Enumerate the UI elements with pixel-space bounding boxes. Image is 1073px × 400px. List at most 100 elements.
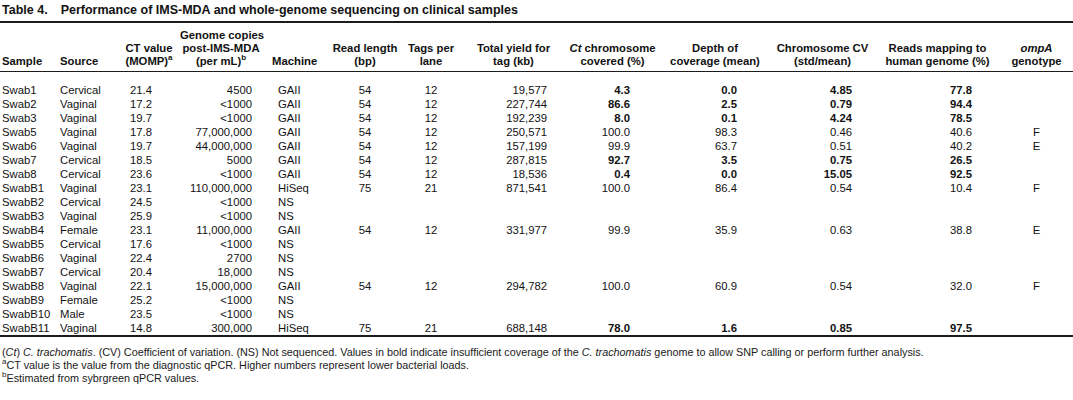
col-header-chromosome-cv: Chromosome CV (std/mean)	[770, 23, 875, 72]
cell-source: Vaginal	[60, 97, 118, 111]
cell-read-length	[330, 293, 400, 307]
cell-tags-per-lane: 12	[400, 279, 462, 293]
cell-source: Vaginal	[60, 111, 118, 125]
cell-cv	[770, 237, 875, 251]
table-row: SwabB1Vaginal23.1110,000,000HiSeq7521871…	[0, 181, 1073, 195]
cell-genome-copies: 77,000,000	[180, 125, 262, 139]
cell-total-yield	[462, 195, 565, 209]
cell-machine: NS	[262, 293, 330, 307]
cell-sample: Swab6	[0, 139, 60, 153]
table-row: Swab6Vaginal19.744,000,000GAII5412157,19…	[0, 139, 1073, 153]
cell-total-yield: 157,199	[462, 139, 565, 153]
cell-tags-per-lane: 12	[400, 72, 462, 98]
header-row: Sample Source CT value (MOMP)a Genome co…	[0, 23, 1073, 72]
cell-genotype	[1000, 72, 1073, 98]
table-title-text: Performance of IMS-MDA and whole-genome …	[61, 3, 518, 17]
footnote-abbreviations: (Ct) C. trachomatis. (CV) Coefficient of…	[2, 346, 1073, 359]
cell-sample: SwabB5	[0, 237, 60, 251]
cell-genome-copies: <1000	[180, 167, 262, 181]
col-header-tags-per-lane: Tags per lane	[400, 23, 462, 72]
cell-tags-per-lane: 12	[400, 125, 462, 139]
cell-genotype: F	[1000, 181, 1073, 195]
cell-total-yield: 331,977	[462, 223, 565, 237]
cell-human-pct	[875, 307, 1000, 321]
col-header-ompa-genotype: ompA genotype	[1000, 23, 1073, 72]
cell-total-yield: 227,744	[462, 97, 565, 111]
cell-human-pct: 10.4	[875, 181, 1000, 195]
cell-depth: 0.0	[660, 72, 770, 98]
cell-cv: 0.63	[770, 223, 875, 237]
cell-sample: SwabB8	[0, 279, 60, 293]
cell-ct-value: 25.9	[118, 209, 180, 223]
cell-tags-per-lane: 12	[400, 139, 462, 153]
cell-genome-copies: 11,000,000	[180, 223, 262, 237]
cell-read-length	[330, 195, 400, 209]
cell-sample: Swab1	[0, 72, 60, 98]
table-row: SwabB11Vaginal14.8300,000HiSeq7521688,14…	[0, 321, 1073, 336]
table-row: SwabB7Cervical20.418,000NS	[0, 265, 1073, 279]
cell-read-length: 54	[330, 139, 400, 153]
cell-read-length: 54	[330, 223, 400, 237]
cell-read-length: 54	[330, 72, 400, 98]
footnote-ct-value: aCT value is the value from the diagnost…	[2, 359, 1073, 372]
col-header-depth: Depth of coverage (mean)	[660, 23, 770, 72]
col-header-machine: Machine	[262, 23, 330, 72]
cell-genotype	[1000, 97, 1073, 111]
cell-ct-value: 23.1	[118, 223, 180, 237]
cell-machine: GAII	[262, 279, 330, 293]
cell-chrom-covered: 8.0	[565, 111, 660, 125]
cell-read-length: 75	[330, 181, 400, 195]
cell-human-pct	[875, 195, 1000, 209]
cell-ct-value: 18.5	[118, 153, 180, 167]
cell-sample: Swab5	[0, 125, 60, 139]
cell-depth: 60.9	[660, 279, 770, 293]
cell-depth: 35.9	[660, 223, 770, 237]
cell-total-yield	[462, 307, 565, 321]
cell-chrom-covered	[565, 293, 660, 307]
col-header-human-reads: Reads mapping to human genome (%)	[875, 23, 1000, 72]
cell-sample: SwabB9	[0, 293, 60, 307]
cell-genotype: F	[1000, 125, 1073, 139]
cell-human-pct: 38.8	[875, 223, 1000, 237]
cell-human-pct: 32.0	[875, 279, 1000, 293]
cell-human-pct: 77.8	[875, 72, 1000, 98]
cell-chrom-covered	[565, 251, 660, 265]
cell-chrom-covered: 99.9	[565, 139, 660, 153]
cell-depth	[660, 251, 770, 265]
cell-read-length	[330, 237, 400, 251]
cell-machine: GAII	[262, 72, 330, 98]
cell-ct-value: 17.8	[118, 125, 180, 139]
table-row: Swab5Vaginal17.877,000,000GAII5412250,57…	[0, 125, 1073, 139]
cell-genome-copies: <1000	[180, 237, 262, 251]
cell-human-pct: 40.2	[875, 139, 1000, 153]
cell-machine: GAII	[262, 167, 330, 181]
cell-total-yield	[462, 293, 565, 307]
cell-source: Cervical	[60, 195, 118, 209]
cell-tags-per-lane: 21	[400, 321, 462, 336]
cell-depth: 0.0	[660, 167, 770, 181]
table-row: Swab7Cervical18.55000GAII5412287,81592.7…	[0, 153, 1073, 167]
cell-total-yield: 192,239	[462, 111, 565, 125]
cell-genome-copies: 15,000,000	[180, 279, 262, 293]
cell-depth	[660, 265, 770, 279]
cell-depth	[660, 307, 770, 321]
cell-machine: HiSeq	[262, 181, 330, 195]
cell-genotype	[1000, 293, 1073, 307]
cell-genome-copies: <1000	[180, 307, 262, 321]
cell-human-pct	[875, 237, 1000, 251]
cell-depth: 63.7	[660, 139, 770, 153]
cell-tags-per-lane	[400, 237, 462, 251]
cell-total-yield: 871,541	[462, 181, 565, 195]
cell-genome-copies: 110,000,000	[180, 181, 262, 195]
cell-source: Cervical	[60, 237, 118, 251]
cell-cv	[770, 251, 875, 265]
cell-chrom-covered	[565, 209, 660, 223]
cell-cv	[770, 307, 875, 321]
results-table: Sample Source CT value (MOMP)a Genome co…	[0, 23, 1073, 337]
cell-sample: Swab8	[0, 167, 60, 181]
cell-genotype: E	[1000, 139, 1073, 153]
cell-machine: NS	[262, 209, 330, 223]
table-row: Swab3Vaginal19.7<1000GAII5412192,2398.00…	[0, 111, 1073, 125]
cell-ct-value: 23.5	[118, 307, 180, 321]
cell-genotype	[1000, 237, 1073, 251]
